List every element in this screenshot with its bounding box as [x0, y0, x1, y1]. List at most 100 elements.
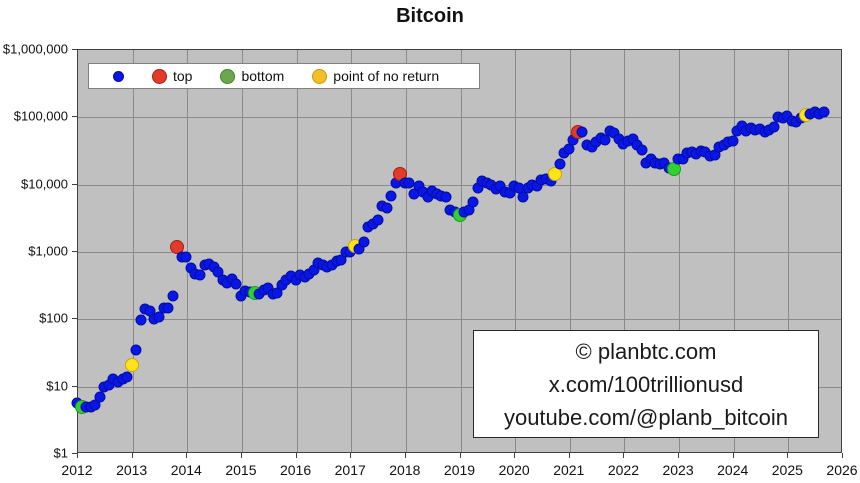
x-tick	[842, 453, 843, 458]
data-point	[467, 196, 479, 208]
gridline-$10	[78, 386, 841, 388]
x-axis-label-2018: 2018	[389, 462, 421, 478]
y-tick	[72, 183, 77, 185]
watermark-copyright: © planbtc.com	[575, 338, 717, 364]
gridline-$1,000	[78, 252, 841, 253]
gridline-year-2024	[733, 50, 735, 452]
x-axis-label-2021: 2021	[553, 462, 585, 478]
gridline-year-2025	[788, 50, 790, 452]
plot-area	[77, 49, 842, 453]
data-point	[440, 191, 452, 203]
gridline-year-2018	[405, 50, 407, 452]
x-axis-label-2024: 2024	[717, 462, 749, 478]
legend-item-price	[113, 70, 124, 82]
x-axis-label-2023: 2023	[662, 462, 694, 478]
y-axis-label: $100,000	[13, 108, 68, 124]
gridline-$100	[78, 319, 841, 321]
legend-item-point-of-no-return: point of no return	[312, 68, 439, 84]
legend: top bottom point of no return	[88, 63, 480, 89]
gridline-year-2016	[296, 50, 298, 452]
x-tick	[514, 453, 516, 458]
data-point	[135, 314, 147, 326]
x-tick	[131, 453, 133, 458]
y-axis-label: $10	[46, 378, 68, 394]
y-tick	[72, 318, 77, 320]
y-axis-label: $10,000	[21, 176, 68, 192]
watermark-youtube-handle: youtube.com/@planb_bitcoin	[503, 404, 789, 430]
x-axis-label-2014: 2014	[170, 462, 202, 478]
data-point	[636, 144, 648, 156]
data-point	[576, 126, 588, 138]
legend-label: point of no return	[333, 68, 440, 84]
gridline-year-2022	[624, 50, 626, 452]
x-axis-label-2015: 2015	[225, 462, 257, 478]
legend-item-bottom: bottom	[220, 68, 284, 84]
x-axis-label-2017: 2017	[334, 462, 366, 478]
data-point	[162, 302, 174, 314]
legend-dot-icon	[152, 68, 167, 84]
x-tick	[678, 453, 680, 458]
watermark-box: © planbtc.com x.com/100trillionusd youtu…	[473, 330, 819, 438]
y-tick	[72, 385, 77, 387]
gridline-year-2015	[241, 50, 243, 452]
y-axis-label: $1	[53, 445, 68, 461]
x-axis-label-2020: 2020	[498, 462, 530, 478]
data-point	[167, 290, 179, 302]
y-axis-label: $1,000	[28, 243, 68, 259]
legend-dot-icon	[312, 68, 328, 84]
gridline-year-2023	[679, 50, 681, 452]
data-point	[130, 344, 142, 356]
x-axis-label-2019: 2019	[443, 462, 476, 478]
x-tick	[459, 453, 461, 458]
legend-dot-icon	[220, 68, 236, 84]
gridline-$10,000	[78, 184, 841, 186]
x-tick	[295, 453, 297, 458]
data-point	[599, 134, 611, 146]
gridline-year-2013	[132, 50, 134, 452]
y-axis-label: $1,000,000	[2, 41, 68, 57]
watermark-x-handle: x.com/100trillionusd	[548, 371, 744, 397]
x-axis-label-2013: 2013	[116, 462, 148, 478]
legend-label: top	[173, 68, 193, 84]
legend-item-top: top	[152, 68, 192, 84]
data-point	[121, 371, 133, 383]
data-point	[818, 106, 830, 118]
data-point	[727, 135, 739, 147]
y-tick	[72, 251, 77, 252]
x-axis-label-2016: 2016	[279, 462, 312, 478]
gridline-year-2019	[460, 50, 462, 452]
gridline-$100,000	[78, 117, 841, 119]
data-point	[358, 236, 370, 248]
data-point	[768, 121, 780, 133]
x-axis-label-2012: 2012	[61, 462, 93, 478]
data-point	[230, 278, 242, 290]
data-point	[554, 158, 566, 170]
x-tick	[240, 453, 242, 458]
gridline-year-2014	[187, 50, 189, 452]
x-tick	[568, 453, 570, 458]
y-tick	[72, 49, 77, 50]
data-point	[385, 190, 397, 202]
x-axis-label-2025: 2025	[771, 462, 803, 478]
x-tick	[787, 453, 789, 458]
y-axis-label: $100	[39, 310, 68, 326]
x-tick	[404, 453, 406, 458]
chart-title: Bitcoin	[396, 5, 464, 27]
data-point	[180, 251, 192, 263]
y-tick	[72, 116, 77, 118]
x-tick	[186, 453, 188, 458]
x-axis-label-2026: 2026	[826, 462, 858, 478]
gridline-year-2021	[569, 50, 571, 452]
x-tick	[732, 453, 734, 458]
y-tick	[72, 453, 77, 454]
marker-point_of_no_return-2013-01	[124, 357, 139, 372]
data-point	[194, 269, 206, 281]
x-tick	[350, 453, 352, 458]
data-point	[94, 391, 106, 403]
legend-dot-icon	[113, 70, 124, 82]
legend-label: bottom	[241, 68, 285, 84]
data-point	[372, 214, 384, 226]
data-point	[381, 202, 393, 214]
x-tick	[77, 453, 78, 458]
